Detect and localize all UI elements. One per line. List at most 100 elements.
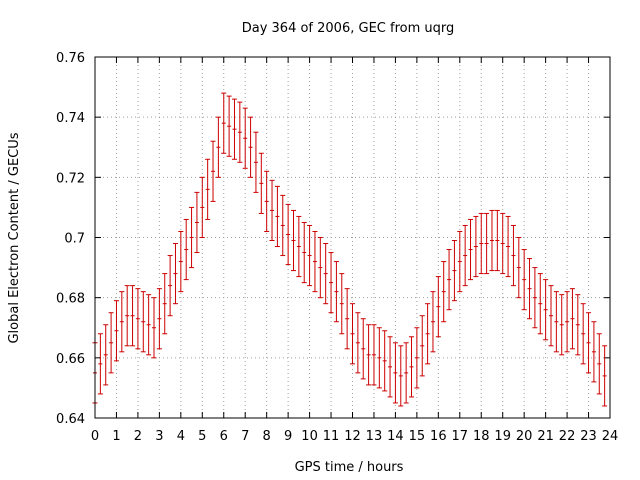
x-tick-label: 18: [473, 429, 490, 444]
x-tick-label: 6: [220, 429, 228, 444]
error-bar-point: [569, 288, 575, 350]
error-bar-point: [135, 288, 141, 350]
error-bar-point: [419, 315, 425, 377]
error-bar-point: [119, 291, 125, 353]
x-tick-label: 16: [430, 429, 447, 444]
error-bar-point: [414, 327, 420, 389]
error-bar-point: [430, 291, 436, 353]
error-bar-point: [151, 297, 157, 359]
error-bar-point: [435, 276, 441, 338]
error-bar-point: [205, 158, 211, 220]
error-bar-point: [350, 303, 355, 365]
error-bar-point: [403, 342, 409, 404]
error-bar-point: [532, 267, 538, 329]
x-tick-label: 10: [301, 429, 318, 444]
error-bar-point: [333, 261, 339, 323]
error-bar-point: [146, 294, 152, 356]
error-bar-point: [124, 285, 130, 347]
error-bar-point: [339, 273, 345, 335]
error-bar-point: [296, 215, 302, 278]
error-bar-point: [586, 312, 592, 374]
error-bar-point: [382, 330, 388, 392]
y-tick-label: 0.7: [64, 232, 85, 247]
x-tick-label: 20: [516, 429, 533, 444]
error-bar-point: [312, 230, 318, 293]
error-bar-point: [553, 291, 559, 353]
error-bar-point: [457, 230, 463, 293]
error-bar-point: [596, 333, 602, 395]
x-tick-label: 2: [134, 429, 142, 444]
error-bar-point: [462, 224, 468, 287]
x-axis-label: GPS time / hours: [295, 460, 404, 475]
error-bar-point: [264, 170, 270, 232]
error-bar-point: [248, 116, 254, 178]
error-bar-point: [441, 261, 447, 323]
error-bar-point: [253, 131, 259, 193]
error-bar-point: [210, 140, 216, 202]
x-tick-label: 3: [155, 429, 163, 444]
x-tick-label: 4: [177, 429, 185, 444]
error-bar-point: [446, 249, 452, 311]
x-tick-label: 22: [559, 429, 576, 444]
x-tick-label: 17: [452, 429, 469, 444]
error-bar-point: [178, 230, 184, 293]
axis-ticks: 0 1 2 3 4 5 6 7 8 9 10 11 12 13 14 15 16 17 18 19 20 21 22 23 24…: [56, 51, 618, 444]
error-bar-point: [360, 318, 366, 380]
error-bar-point: [366, 324, 372, 386]
error-bar-point: [591, 321, 597, 383]
error-bar-point: [575, 294, 581, 356]
error-bar-point: [307, 224, 313, 287]
error-bar-point: [140, 291, 146, 353]
x-tick-label: 23: [580, 429, 597, 444]
error-bar-point: [130, 285, 136, 347]
y-tick-label: 0.64: [56, 412, 85, 427]
y-tick-label: 0.68: [56, 292, 85, 307]
error-bar-point: [580, 303, 586, 365]
error-bar-point: [468, 218, 474, 281]
error-bar-point: [537, 273, 543, 335]
x-tick-label: 11: [323, 429, 340, 444]
error-bar-point: [108, 312, 114, 374]
error-bar-series: [92, 92, 608, 407]
error-bar-point: [242, 107, 248, 169]
x-tick-label: 14: [387, 429, 404, 444]
x-tick-label: 15: [409, 429, 426, 444]
error-bar-point: [194, 191, 200, 254]
error-bar-point: [301, 221, 307, 284]
x-tick-label: 13: [366, 429, 383, 444]
error-bar-point: [162, 273, 168, 335]
error-bar-point: [231, 98, 237, 160]
x-tick-label: 24: [602, 429, 619, 444]
error-bar-point: [500, 212, 506, 275]
error-bar-point: [113, 300, 119, 362]
error-bar-point: [323, 243, 329, 305]
error-bar-point: [494, 209, 500, 272]
error-bar-point: [398, 345, 404, 407]
error-bar-point: [516, 237, 522, 299]
error-bar-point: [172, 243, 178, 305]
error-bar-point: [521, 249, 527, 311]
error-bar-point: [559, 294, 565, 356]
error-bar-point: [199, 176, 205, 238]
x-tick-label: 1: [112, 429, 120, 444]
error-bar-point: [564, 291, 570, 353]
error-bar-point: [290, 209, 296, 272]
y-tick-label: 0.74: [56, 111, 85, 126]
x-tick-label: 0: [91, 429, 99, 444]
error-bar-point: [451, 240, 457, 302]
error-bar-point: [167, 255, 173, 317]
error-bar-point: [489, 209, 495, 272]
error-bar-point: [97, 333, 103, 395]
error-bar-point: [183, 218, 189, 281]
chart-title: Day 364 of 2006, GEC from uqrg: [242, 21, 455, 36]
error-bar-point: [103, 324, 109, 386]
error-bar-point: [189, 206, 195, 269]
x-tick-label: 5: [198, 429, 206, 444]
error-bar-point: [505, 215, 511, 278]
error-bar-point: [510, 224, 516, 287]
error-bar-point: [376, 327, 382, 389]
error-bar-point: [371, 324, 377, 386]
error-bar-point: [392, 342, 398, 404]
x-tick-label: 21: [537, 429, 554, 444]
